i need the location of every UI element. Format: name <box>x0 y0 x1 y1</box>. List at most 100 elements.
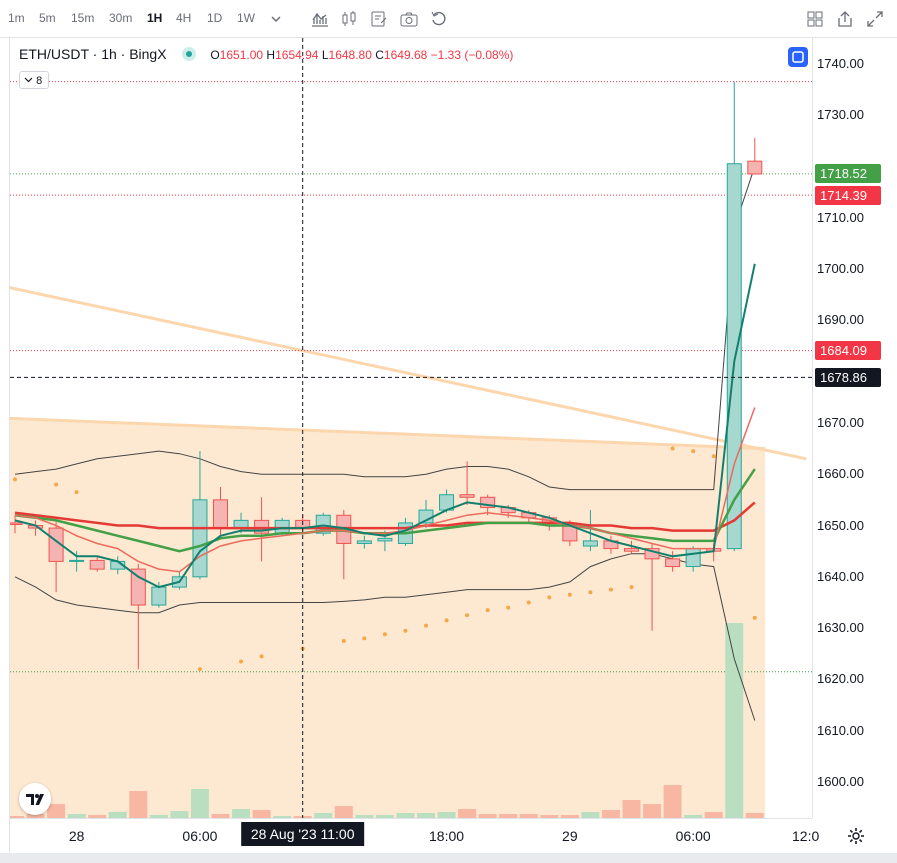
candle-body <box>685 548 701 568</box>
price-tick-label: 1650.00 <box>817 517 864 533</box>
volume-bar <box>232 809 251 818</box>
candles-icon[interactable] <box>340 10 358 28</box>
price-tick-label: 1700.00 <box>817 260 864 276</box>
timeframe-30m[interactable]: 30m <box>109 11 133 25</box>
zone-top-line <box>10 416 766 451</box>
volume-bar <box>581 812 600 818</box>
time-axis[interactable]: 28 06:00 18:00 29 06:00 12:0 28 Aug '23 11:00 <box>10 818 819 853</box>
high-value: 1654.94 <box>275 48 319 62</box>
psar-dot <box>259 654 264 659</box>
psar-dot <box>362 636 367 641</box>
volume-bar <box>622 800 641 818</box>
psar-dot <box>485 608 490 613</box>
timeframe-1m[interactable]: 1m <box>8 11 25 25</box>
time-tick-label: 06:00 <box>182 828 218 844</box>
psar-dot <box>239 659 244 664</box>
layout-icon[interactable] <box>806 10 824 28</box>
volume-bar <box>273 816 292 818</box>
psar-dot <box>54 482 59 487</box>
ema-thin-line <box>14 407 756 573</box>
volume-bar <box>108 812 127 818</box>
price-tag: 1718.52 <box>815 164 881 184</box>
psar-dot <box>341 638 346 643</box>
tradingview-logo[interactable] <box>19 783 51 815</box>
volume-bar <box>129 791 148 818</box>
volume-bar <box>375 815 394 818</box>
price-tick-label: 1640.00 <box>817 568 864 584</box>
volume-bar <box>47 804 66 818</box>
psar-dot <box>465 613 470 618</box>
volume-bar <box>519 814 538 818</box>
open-value: 1651.00 <box>219 48 264 62</box>
candle-body <box>377 537 393 542</box>
psar-dot <box>629 585 634 590</box>
price-tick-label: 1630.00 <box>817 620 864 636</box>
candle-body <box>747 160 763 175</box>
psar-dot <box>691 449 696 454</box>
gear-icon[interactable] <box>846 826 866 846</box>
volume-bar <box>437 812 456 818</box>
time-tick-label: 28 <box>68 828 85 844</box>
psar-dot <box>382 632 387 637</box>
price-tick-label: 1610.00 <box>817 722 864 738</box>
timeframe-5m[interactable]: 5m <box>39 11 56 25</box>
time-tick-label: 29 <box>562 828 578 844</box>
symbol-title[interactable]: ETH/USDT · 1h · BingX <box>19 46 167 62</box>
candle-body <box>10 522 23 525</box>
status-dot-icon <box>182 47 197 61</box>
share-icon[interactable] <box>836 10 854 28</box>
trendline <box>10 286 807 461</box>
volume-bar <box>170 811 189 818</box>
volume-bar <box>560 815 579 818</box>
price-axis[interactable]: 1740.00 1730.00 1710.00 1700.00 1690.00 1670.… <box>812 38 897 818</box>
volume-bar <box>663 785 682 818</box>
volume-bar <box>684 815 703 818</box>
volume-bar <box>252 810 271 818</box>
ema-slow-line <box>14 501 756 532</box>
timeframe-1d[interactable]: 1D <box>207 11 223 25</box>
low-label: L <box>321 48 329 62</box>
candle-body <box>130 568 146 606</box>
price-tick-label: 1710.00 <box>817 209 864 225</box>
top-toolbar: 1m 5m 15m 30m 1H 4H 1D 1W <box>0 0 897 38</box>
replay-icon[interactable] <box>430 10 448 28</box>
price-tag: 1714.39 <box>815 185 881 205</box>
alert-icon[interactable] <box>370 10 388 28</box>
timeframe-1w[interactable]: 1W <box>237 11 255 25</box>
candle-body <box>480 496 496 509</box>
timeframe-15m[interactable]: 15m <box>71 11 95 25</box>
candle-body <box>356 540 372 544</box>
bottom-bar <box>0 853 897 863</box>
indicators-toggle[interactable]: 8 <box>19 71 49 89</box>
volume-bar <box>540 815 559 818</box>
price-tick-label: 1600.00 <box>817 774 864 790</box>
price-tick-label: 1690.00 <box>817 312 864 328</box>
psar-dot <box>526 600 531 605</box>
psar-dot <box>506 605 511 610</box>
volume-bar <box>314 813 333 818</box>
camera-icon[interactable] <box>400 10 418 28</box>
candle-body <box>89 559 105 570</box>
chevron-down-icon[interactable] <box>270 11 282 29</box>
chart-legend: ETH/USDT · 1h · BingX O1651.00 H1654.94 … <box>19 46 513 62</box>
volume-bar <box>478 814 497 818</box>
price-tick-label: 1740.00 <box>817 55 864 71</box>
change-value: −1.33 (−0.08%) <box>430 48 514 62</box>
time-tick-label: 06:00 <box>675 828 711 844</box>
price-chart[interactable] <box>10 38 812 818</box>
sync-button[interactable] <box>788 47 808 67</box>
timeframe-1h[interactable]: 1H <box>147 11 163 25</box>
close-value: 1649.68 <box>383 48 428 62</box>
timeframe-4h[interactable]: 4H <box>176 11 192 25</box>
chart-pane[interactable] <box>10 38 812 818</box>
fullscreen-icon[interactable] <box>866 10 884 28</box>
ohlc-values: O1651.00 H1654.94 L1648.80 C1649.68 −1.3… <box>210 48 513 62</box>
open-label: O <box>210 48 220 62</box>
volume-bar <box>704 812 723 818</box>
price-tick-label: 1670.00 <box>817 414 864 430</box>
candle-body <box>582 540 598 547</box>
indicators-icon[interactable] <box>311 10 329 28</box>
price-tick-label: 1620.00 <box>817 671 864 687</box>
price-tick-label: 1730.00 <box>817 106 864 122</box>
volume-bar <box>643 804 662 818</box>
